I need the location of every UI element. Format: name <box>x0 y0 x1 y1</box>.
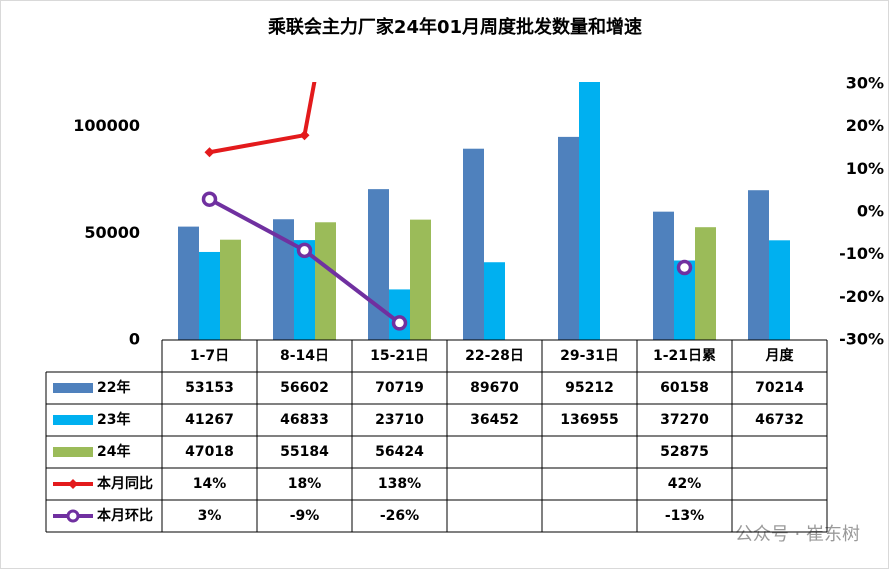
bar <box>273 219 294 340</box>
table-cell: -26% <box>380 508 419 524</box>
y-tick-label: 50000 <box>84 223 140 242</box>
legend-label: 本月同比 <box>97 475 153 492</box>
watermark: 公众号 · 崔东树 <box>735 524 860 545</box>
y2-tick-label: -20% <box>839 287 884 306</box>
x-tick-label: 29-31日 <box>560 348 619 364</box>
legend-marker <box>66 509 80 523</box>
table-cell: 14% <box>193 476 227 492</box>
legend-marker <box>68 479 78 489</box>
table-cell: 41267 <box>185 412 234 428</box>
legend-label: 22年 <box>97 379 130 396</box>
marker <box>204 147 215 158</box>
bar <box>748 190 769 340</box>
bar <box>220 239 241 340</box>
table-cell: -13% <box>665 508 704 524</box>
table-cell: 56424 <box>375 444 424 460</box>
table-cell: 47018 <box>185 444 234 460</box>
plot-area <box>178 82 790 340</box>
marker <box>201 191 218 207</box>
table-cell: 53153 <box>185 380 234 396</box>
bar <box>315 222 336 340</box>
y2-tick-label: 20% <box>846 116 884 135</box>
bar <box>695 227 716 340</box>
table-cell: 55184 <box>280 444 329 460</box>
legend-swatch <box>53 383 93 393</box>
x-tick-label: 15-21日 <box>370 348 429 364</box>
table-cell: 36452 <box>470 412 519 428</box>
marker <box>296 242 313 259</box>
x-tick-label: 22-28日 <box>465 348 524 364</box>
x-tick-label: 1-21日累 <box>653 348 716 364</box>
bar <box>199 251 220 340</box>
bar <box>674 260 695 340</box>
bar <box>389 289 410 340</box>
y2-tick-label: -30% <box>839 330 884 349</box>
bar <box>579 82 600 340</box>
y2-tick-label: -10% <box>839 244 884 263</box>
marker <box>676 259 693 276</box>
y-tick-label: 100000 <box>73 116 140 135</box>
table-cell: 42% <box>668 476 702 492</box>
y2-tick-label: 10% <box>846 159 884 178</box>
marker <box>299 130 310 141</box>
legend-label: 24年 <box>97 443 130 460</box>
x-tick-label: 8-14日 <box>280 348 329 364</box>
bar <box>484 262 505 340</box>
table-cell: 23710 <box>375 412 424 428</box>
bar <box>463 148 484 340</box>
chart-title: 乘联会主力厂家24年01月周度批发数量和增速 <box>267 16 642 38</box>
table-cell: 37270 <box>660 412 709 428</box>
legend-label: 本月环比 <box>97 507 153 524</box>
table-cell: 89670 <box>470 380 519 396</box>
bar <box>558 136 579 340</box>
table-cell: 56602 <box>280 380 329 396</box>
bar <box>294 240 315 340</box>
bar <box>769 240 790 340</box>
table-cell: 70214 <box>755 380 804 396</box>
y2-tick-label: 0% <box>857 202 884 221</box>
bar <box>410 219 431 340</box>
table-cell: 60158 <box>660 380 709 396</box>
table-cell: 46732 <box>755 412 804 428</box>
table-cell: 136955 <box>560 412 618 428</box>
table-cell: 70719 <box>375 380 424 396</box>
table-cell: 3% <box>198 508 222 524</box>
y2-tick-label: 30% <box>846 74 884 93</box>
x-tick-label: 1-7日 <box>190 348 229 364</box>
bar <box>178 226 199 340</box>
y-tick-label: 0 <box>129 330 140 349</box>
bar <box>653 211 674 340</box>
table-cell: -9% <box>290 508 320 524</box>
table-cell: 52875 <box>660 444 709 460</box>
x-tick-label: 月度 <box>765 347 795 364</box>
legend-swatch <box>53 447 93 457</box>
table-cell: 138% <box>378 476 421 492</box>
table-cell: 46833 <box>280 412 329 428</box>
legend-label: 23年 <box>97 411 130 428</box>
table-cell: 18% <box>288 476 322 492</box>
bar <box>368 189 389 340</box>
table-cell: 95212 <box>565 380 614 396</box>
legend-swatch <box>53 415 93 425</box>
marker <box>391 315 408 331</box>
